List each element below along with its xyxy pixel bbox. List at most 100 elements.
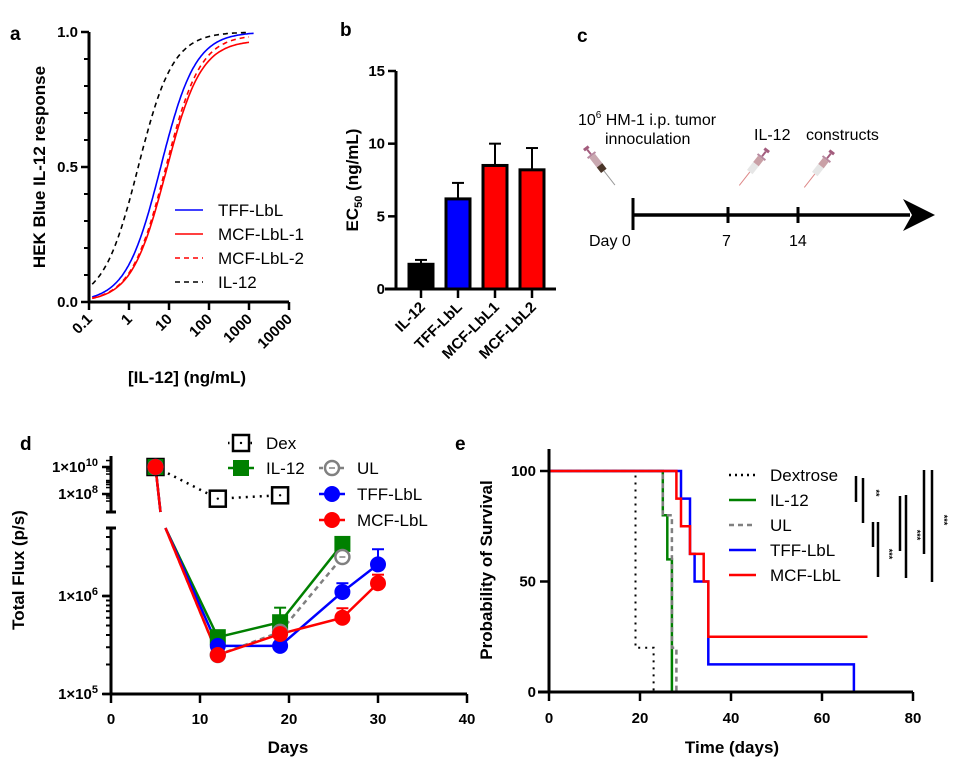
legend-swatch-marker-il-12 — [233, 460, 249, 476]
legend-label-tff-lbl: TFF-LbL — [218, 201, 283, 220]
x-tick-label: 0 — [545, 710, 553, 727]
legend-label-mcf-lbl-1: MCF-LbL-1 — [218, 225, 304, 244]
panel-c-label: c — [577, 26, 588, 47]
panel-a-x-label: [IL-12] (ng/mL) — [128, 368, 246, 387]
marker-il-12 — [334, 535, 351, 552]
x-tick-label: 10 — [192, 711, 209, 728]
significance-label: *** — [912, 530, 922, 541]
panel-e-label: e — [455, 434, 466, 455]
bar-mcf-lbl1 — [481, 163, 509, 291]
inoculation-exp: 6 — [596, 110, 602, 121]
survival-curve-mcf-lbl — [549, 469, 868, 639]
panel-d-y-label: Total Flux (p/s) — [9, 510, 28, 630]
y-tick-exp: 8 — [92, 484, 98, 496]
x-tick-label: 80 — [905, 710, 922, 727]
panel-d-label: d — [20, 434, 32, 455]
y-tick-exp: 5 — [92, 684, 98, 696]
panel-d-legend: Dex IL-12 UL TFF-LbL MCF-LbL — [228, 433, 428, 530]
line-segment — [279, 616, 343, 636]
curve-il-12 — [91, 31, 249, 285]
panel-e-plot — [549, 469, 868, 692]
marker-tff-lbl — [370, 556, 386, 573]
legend-label-mcf-lbl: MCF-LbL — [357, 511, 428, 530]
legend-swatch-marker-tff-lbl — [324, 486, 340, 502]
y-tick-label: 1×1010 — [52, 457, 98, 476]
y-tick-label: 1.0 — [57, 24, 78, 41]
y-tick-base: 1×10 — [58, 486, 92, 503]
line-segment — [341, 582, 379, 619]
timeline-label-day0: Day 0 — [589, 233, 631, 250]
legend-swatch-marker-dex-dot — [239, 441, 243, 445]
timeline-label-day14: 14 — [789, 233, 807, 250]
inoculation-label-line2: innoculation — [605, 131, 690, 148]
bar-il-12 — [407, 262, 435, 291]
panel-b-y-ticks: 0 5 10 15 — [368, 63, 396, 298]
ec-text: EC — [343, 208, 362, 232]
curve-tff-lbl — [91, 32, 254, 298]
line-segment — [217, 494, 281, 500]
bar-mcf-lbl2 — [518, 168, 546, 291]
x-tick-label: 40 — [459, 711, 476, 728]
line-segment — [279, 543, 344, 624]
x-tick-label: 100 — [186, 311, 216, 341]
curve-mcf-lbl-2 — [92, 36, 250, 299]
x-tick-label: 60 — [814, 710, 831, 727]
il12-label: IL-12 — [754, 127, 791, 144]
marker-dex-dot — [216, 497, 219, 500]
y-tick-label: 100 — [511, 463, 536, 480]
x-tick-label: 0 — [107, 711, 115, 728]
y-tick-label: 0.0 — [57, 294, 78, 311]
x-tick-label: 1 — [118, 311, 136, 329]
panel-b-bars — [407, 142, 546, 291]
panel-e-x-ticks: 0 20 40 60 80 — [545, 692, 922, 727]
legend-label-dextrose: Dextrose — [770, 466, 838, 485]
line-segment — [154, 465, 219, 500]
panel-a-legend: TFF-LbL MCF-LbL-1 MCF-LbL-2 IL-12 — [175, 201, 304, 292]
y-tick-label: 50 — [519, 574, 536, 591]
timeline-label-day7: 7 — [722, 233, 731, 250]
syringe-icon-tumor — [583, 145, 616, 186]
y-tick-exp: 6 — [92, 586, 98, 598]
x-tick-label: 10000 — [254, 311, 296, 353]
y-tick-label: 0.5 — [57, 159, 78, 176]
y-tick-base: 1×10 — [52, 459, 86, 476]
inoculation-label-line1: 106 HM-1 i.p. tumor — [578, 110, 717, 129]
survival-curve-dextrose — [549, 470, 655, 692]
marker-mcf-lbl — [334, 609, 351, 626]
series-mcf-lbl — [154, 466, 384, 657]
panel-c: c 106 HM-1 i.p. tumor innoculation IL-12… — [577, 26, 935, 250]
line-segment — [279, 590, 344, 647]
line-segment — [217, 632, 281, 657]
line-segment — [217, 621, 281, 639]
marker-mcf-lbl — [209, 647, 226, 664]
y-tick-label: 1×108 — [58, 484, 98, 503]
legend-label-dex: Dex — [266, 434, 297, 453]
x-tick-label: 1000 — [220, 311, 256, 347]
legend-label-il-12: IL-12 — [218, 273, 257, 292]
x-tick-label: 0.1 — [69, 311, 96, 338]
panel-a-y-label: HEK Blue IL-12 response — [30, 66, 49, 268]
timeline-arrow-icon — [903, 199, 935, 231]
syringe-icon-day14 — [803, 149, 835, 188]
bar-tff-lbl — [444, 197, 472, 291]
y-tick-label: 1×105 — [58, 684, 98, 703]
syringe-icon-day7 — [738, 147, 770, 186]
line-segment — [164, 527, 219, 656]
y-tick-label: 10 — [368, 136, 385, 153]
x-tick-label: 30 — [370, 711, 387, 728]
marker-tff-lbl — [334, 583, 351, 600]
legend-label-tff-lbl: TFF-LbL — [770, 541, 835, 560]
x-tick-label: 20 — [281, 711, 298, 728]
series-il-12 — [154, 466, 344, 639]
marker-mcf-lbl — [272, 625, 289, 642]
x-tick-label: 20 — [632, 710, 649, 727]
legend-label-tff-lbl: TFF-LbL — [357, 485, 422, 504]
y-tick-label: 15 — [368, 63, 385, 80]
marker-dex-dot — [278, 494, 282, 497]
survival-curve-ul — [549, 469, 678, 692]
